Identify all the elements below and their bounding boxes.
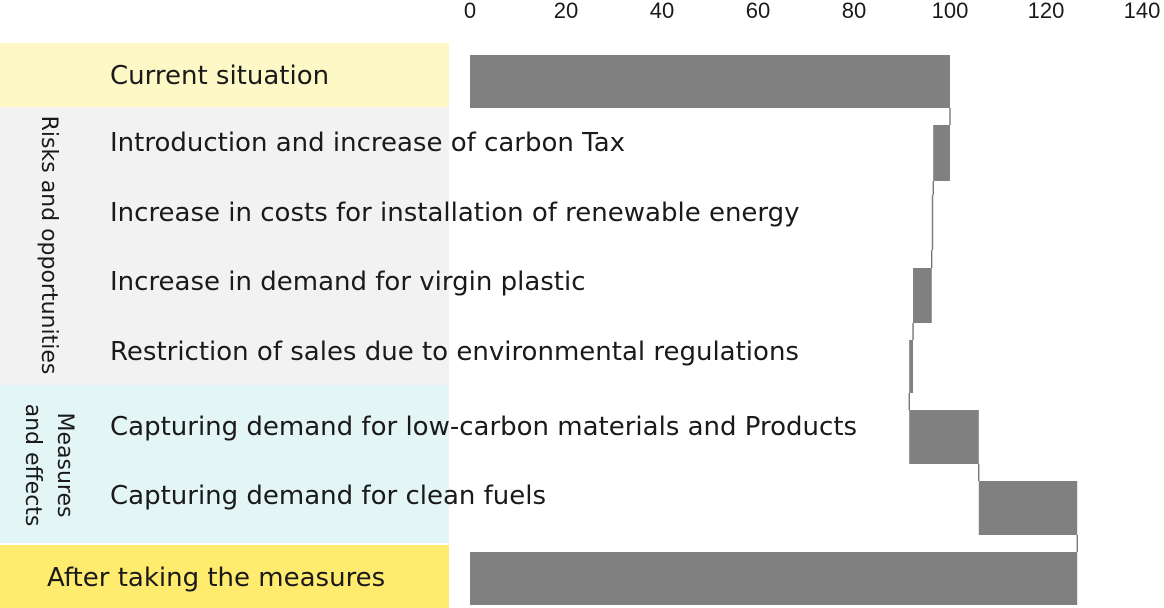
band-measures-and-effects xyxy=(0,385,449,543)
row-label-carbon-tax: Introduction and increase of carbon Tax xyxy=(110,128,626,158)
bar-6 xyxy=(978,481,1078,535)
row-label-clean-fuels: Capturing demand for clean fuels xyxy=(110,481,547,511)
bar-3 xyxy=(913,268,932,323)
bar-5 xyxy=(909,410,979,464)
row-label-virgin-plastic: Increase in demand for virgin plastic xyxy=(110,267,586,297)
x-tick-label-100: 100 xyxy=(931,0,969,23)
bar-4 xyxy=(909,340,914,393)
x-tick-label-120: 120 xyxy=(1027,0,1065,23)
band-after-measures xyxy=(0,545,449,608)
row-label-renewable-costs: Increase in costs for installation of re… xyxy=(110,198,800,228)
x-tick-label-20: 20 xyxy=(553,0,579,23)
bar-2 xyxy=(931,195,934,250)
bar-1 xyxy=(933,125,950,181)
bar-0 xyxy=(470,55,950,108)
x-tick-label-80: 80 xyxy=(841,0,867,23)
band-current-situation xyxy=(0,43,449,107)
band-risks-and-opportunities xyxy=(0,107,449,385)
row-label-low-carbon-demand: Capturing demand for low-carbon material… xyxy=(110,412,858,442)
x-tick-label-40: 40 xyxy=(649,0,675,23)
row-label-current-situation: Current situation xyxy=(110,61,330,91)
x-tick-label-60: 60 xyxy=(745,0,771,23)
x-tick-label-140: 140 xyxy=(1123,0,1161,23)
bar-7 xyxy=(470,552,1078,605)
row-label-after-measures: After taking the measures xyxy=(47,563,386,593)
row-label-sales-restriction: Restriction of sales due to environmenta… xyxy=(110,337,799,367)
x-tick-label-0: 0 xyxy=(463,0,477,23)
